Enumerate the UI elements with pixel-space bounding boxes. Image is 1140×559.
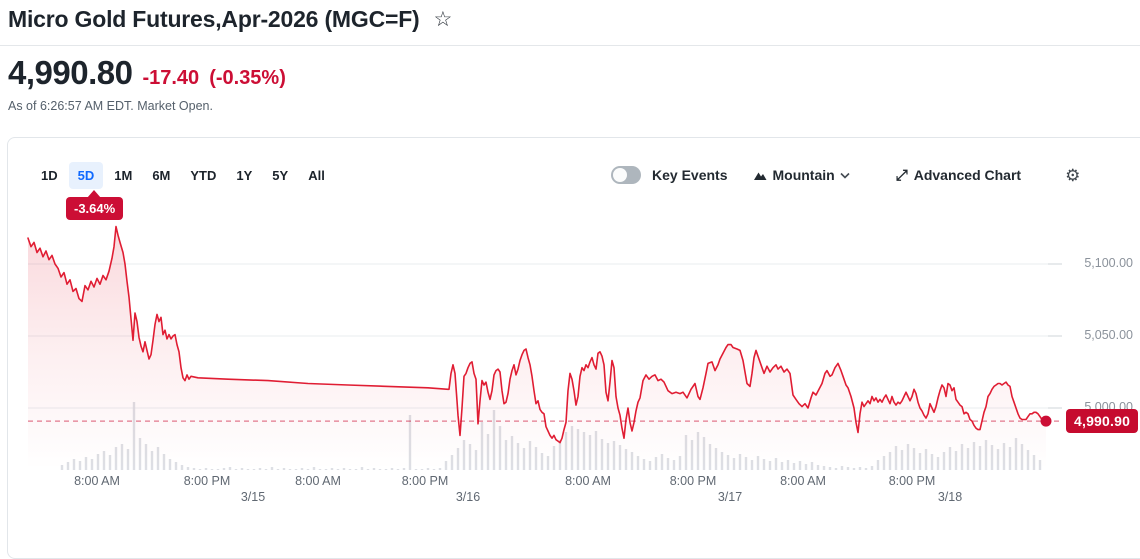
price-line: [27, 225, 1047, 444]
x-axis-date-label: 3/17: [717, 490, 743, 504]
last-price: 4,990.80: [8, 54, 133, 91]
x-axis-time-label: 8:00 PM: [183, 474, 231, 488]
key-events-toggle[interactable]: [611, 166, 641, 184]
mountain-icon: [754, 172, 767, 180]
star-icon[interactable]: ☆: [433, 8, 453, 31]
range-tab-All[interactable]: All: [308, 167, 325, 183]
x-axis-time-label: 8:00 PM: [669, 474, 717, 488]
x-axis-time-label: 8:00 AM: [74, 474, 120, 488]
key-events-label: Key Events: [652, 167, 728, 183]
price-change: -17.40: [142, 67, 200, 89]
x-axis-time-label: 8:00 AM: [565, 474, 611, 488]
price-change-percent: (-0.35%): [209, 67, 286, 89]
last-price-dot: [1040, 415, 1052, 427]
x-axis-time-label: 8:00 AM: [295, 474, 341, 488]
x-axis-date-label: 3/16: [455, 490, 481, 504]
x-axis-date-label: 3/18: [937, 490, 963, 504]
range-tab-6M[interactable]: 6M: [152, 167, 171, 183]
advanced-chart-label: Advanced Chart: [913, 167, 1022, 183]
range-tab-5D[interactable]: 5D: [68, 161, 104, 189]
x-axis-time-label: 8:00 PM: [401, 474, 449, 488]
chevron-down-icon: [840, 172, 850, 179]
chart-card: 1D 5D 1M 6M YTD 1Y 5Y All -3.64% Key Events Mou…: [7, 137, 1140, 559]
advanced-chart-button[interactable]: ⤢ Advanced Chart: [896, 167, 1021, 183]
expand-arrows-icon: ⤢: [895, 166, 908, 184]
range-change-badge: -3.64%: [66, 190, 124, 220]
range-tab-1M[interactable]: 1M: [114, 167, 133, 183]
range-tab-1Y[interactable]: 1Y: [236, 167, 253, 183]
header: Micro Gold Futures,Apr-2026 (MGC=F) ☆: [8, 6, 452, 33]
header-divider: [0, 45, 1140, 46]
range-tab-YTD[interactable]: YTD: [190, 167, 217, 183]
price-area: [28, 226, 1046, 470]
as-of-timestamp: As of 6:26:57 AM EDT. Market Open.: [8, 99, 213, 113]
x-axis-time-label: 8:00 PM: [888, 474, 936, 488]
y-axis-label: 5,050.00: [1084, 328, 1133, 342]
chart-type-select[interactable]: Mountain: [753, 167, 850, 183]
y-axis-label: 5,100.00: [1084, 256, 1133, 270]
settings-gear-icon[interactable]: ⚙: [1065, 165, 1081, 185]
chart-type-label: Mountain: [772, 167, 835, 183]
last-price-badge: 4,990.90: [1066, 409, 1139, 433]
price-chart[interactable]: [0, 0, 1140, 512]
page-title: Micro Gold Futures,Apr-2026 (MGC=F): [8, 6, 420, 32]
x-axis-time-label: 8:00 AM: [780, 474, 826, 488]
chart-toolbar: Key Events Mountain ⤢ Advanced Chart ⚙: [611, 160, 1080, 190]
x-axis-date-label: 3/15: [240, 490, 266, 504]
quote-summary: 4,990.80 -17.40 (-0.35%): [8, 54, 286, 92]
toggle-knob: [613, 168, 627, 182]
time-range-tabs: 1D 5D 1M 6M YTD 1Y 5Y All: [32, 160, 334, 190]
range-tab-1D[interactable]: 1D: [41, 167, 58, 183]
range-tab-5Y[interactable]: 5Y: [272, 167, 289, 183]
